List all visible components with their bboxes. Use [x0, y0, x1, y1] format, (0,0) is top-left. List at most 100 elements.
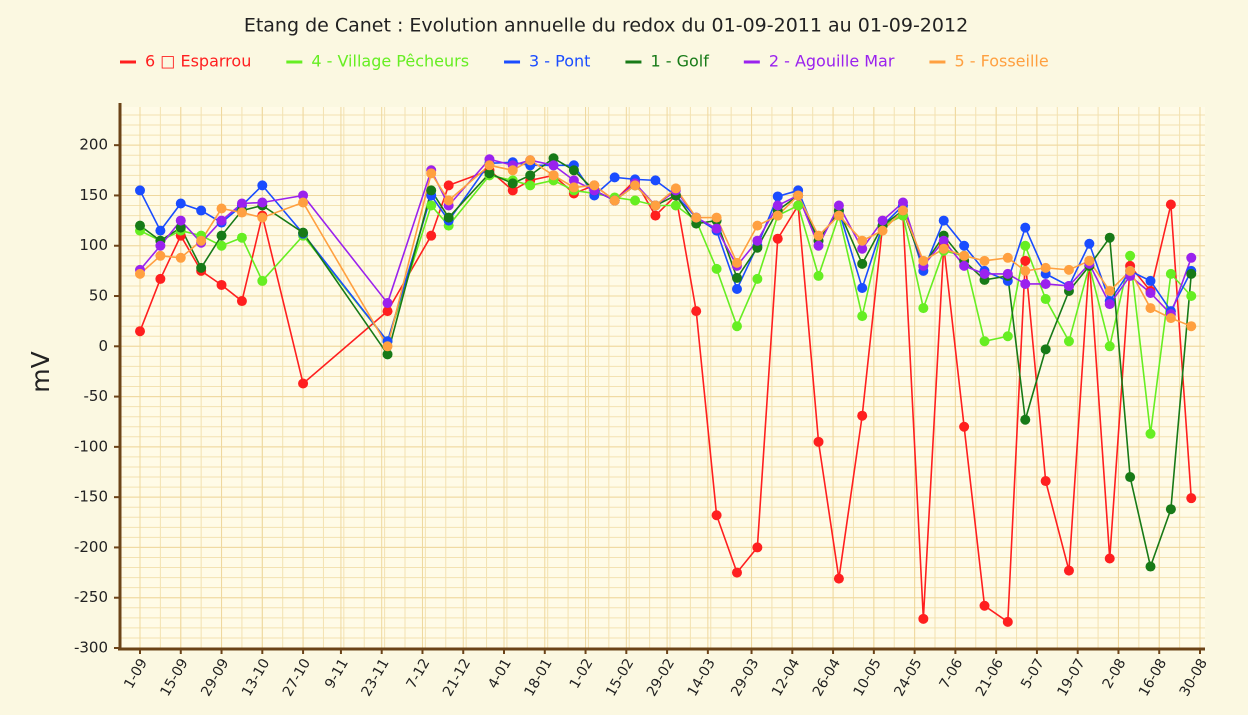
data-point	[857, 311, 868, 322]
y-tick-label: 150	[79, 186, 108, 204]
data-point	[772, 191, 783, 202]
data-point	[793, 190, 804, 201]
data-point	[752, 542, 763, 553]
data-point	[1040, 344, 1051, 355]
data-point	[548, 153, 559, 164]
data-point	[752, 220, 763, 231]
data-point	[731, 283, 742, 294]
data-point	[813, 240, 824, 251]
data-point	[1125, 472, 1136, 483]
data-point	[1002, 616, 1013, 627]
data-point	[175, 215, 186, 226]
data-point	[857, 282, 868, 293]
data-point	[650, 175, 661, 186]
legend-label: 4 - Village Pêcheurs	[311, 52, 469, 71]
y-tick-label: 50	[89, 287, 108, 305]
data-point	[1125, 250, 1136, 261]
data-point	[589, 180, 600, 191]
data-point	[525, 180, 536, 191]
data-point	[507, 178, 518, 189]
data-point	[1020, 414, 1031, 425]
y-tick-label: 200	[79, 136, 108, 154]
data-point	[959, 421, 970, 432]
data-point	[1165, 504, 1176, 515]
data-point	[1063, 565, 1074, 576]
data-point	[609, 195, 620, 206]
data-point	[1186, 268, 1197, 279]
data-point	[1020, 240, 1031, 251]
data-point	[918, 613, 929, 624]
data-point	[1040, 278, 1051, 289]
data-point	[1063, 336, 1074, 347]
data-point	[1002, 331, 1013, 342]
y-tick-label: -250	[74, 588, 108, 606]
data-point	[650, 200, 661, 211]
series-line	[139, 161, 1192, 343]
data-point	[772, 210, 783, 221]
data-point	[216, 230, 227, 241]
legend: 6 □ Esparrou 4 - Village Pêcheurs 3 - Pont…	[120, 52, 1049, 71]
data-point	[833, 573, 844, 584]
data-point	[918, 303, 929, 314]
data-point	[630, 195, 641, 206]
data-point	[236, 198, 247, 209]
data-point	[1145, 288, 1156, 299]
legend-label: 1 - Golf	[650, 52, 709, 71]
chart-title: Etang de Canet : Evolution annuelle du r…	[244, 15, 968, 37]
data-point	[711, 263, 722, 274]
data-point	[443, 212, 454, 223]
data-point	[382, 306, 393, 317]
data-point	[833, 210, 844, 221]
legend-item: 1 - Golf	[625, 52, 709, 71]
data-point	[426, 185, 437, 196]
data-point	[298, 227, 309, 238]
data-point	[196, 262, 207, 273]
data-point	[857, 258, 868, 269]
data-point	[298, 378, 309, 389]
data-point	[568, 175, 579, 186]
y-tick-label: 0	[98, 337, 108, 355]
data-point	[979, 255, 990, 266]
data-point	[711, 223, 722, 234]
data-point	[979, 268, 990, 279]
data-point	[135, 220, 145, 231]
data-point	[938, 215, 949, 226]
legend-label: 3 - Pont	[529, 52, 590, 71]
y-tick-label: -150	[74, 488, 108, 506]
data-point	[507, 165, 518, 176]
data-point	[382, 298, 393, 309]
data-point	[155, 250, 166, 261]
data-point	[1104, 299, 1115, 310]
data-point	[959, 250, 970, 261]
data-point	[155, 273, 166, 284]
data-point	[525, 155, 536, 166]
legend-item: 2 - Agouille Mar	[743, 52, 895, 71]
data-point	[443, 180, 454, 191]
data-point	[257, 180, 268, 191]
data-point	[382, 341, 393, 352]
data-point	[833, 200, 844, 211]
data-point	[135, 268, 145, 279]
data-point	[670, 183, 681, 194]
data-point	[609, 172, 620, 183]
data-point	[175, 198, 186, 209]
data-point	[1040, 476, 1051, 487]
data-point	[525, 170, 536, 181]
data-point	[236, 232, 247, 243]
y-axis-label: mV	[26, 351, 55, 392]
data-point	[155, 240, 166, 251]
y-tick-label: -200	[74, 538, 108, 556]
series-line	[139, 159, 1192, 349]
series-line	[139, 158, 1193, 316]
y-tick-label: -50	[84, 387, 109, 405]
data-point	[731, 272, 742, 283]
data-point	[1020, 265, 1031, 276]
data-point	[216, 279, 227, 290]
data-point	[630, 180, 641, 191]
data-point	[298, 190, 309, 201]
legend-label: 5 - Fosseille	[954, 52, 1048, 71]
data-point	[1125, 265, 1136, 276]
data-point	[1104, 553, 1115, 564]
data-point	[216, 240, 227, 251]
